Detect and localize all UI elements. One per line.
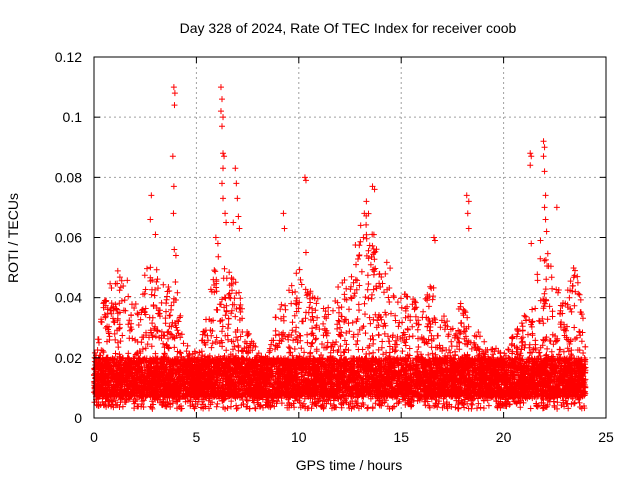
data-point [363, 198, 370, 205]
data-point [465, 198, 472, 205]
data-point [371, 186, 378, 193]
data-point [171, 102, 178, 109]
data-point [527, 150, 534, 157]
data-point [542, 192, 549, 199]
x-tick-label: 15 [393, 429, 409, 445]
data-point [361, 210, 368, 217]
data-point [302, 249, 309, 256]
data-point [212, 234, 219, 241]
data-point [217, 84, 224, 91]
data-point [232, 165, 239, 172]
data-point [219, 96, 225, 103]
data-point [280, 210, 287, 217]
data-point [234, 195, 241, 202]
data-point [220, 150, 227, 157]
data-point [235, 213, 242, 220]
y-tick-label: 0.04 [55, 290, 82, 306]
data-point [221, 153, 228, 160]
data-point [540, 138, 547, 145]
x-tick-label: 5 [193, 429, 201, 445]
data-point [537, 237, 544, 244]
data-point-cloud [91, 210, 589, 412]
data-point [540, 153, 547, 160]
data-point [214, 240, 221, 247]
data-point [169, 153, 176, 160]
tick-labels: 0 5 10 15 20 25 0 0.02 0.04 0.06 0.08 0.1 0.12 [55, 49, 614, 445]
x-tick-label: 20 [496, 429, 512, 445]
data-point [430, 234, 437, 241]
y-tick-label: 0 [74, 410, 82, 426]
data-point [222, 210, 229, 217]
data-point [170, 183, 177, 190]
data-point [171, 90, 178, 97]
data-point [302, 177, 309, 184]
x-tick-label: 10 [291, 429, 307, 445]
data-point [220, 114, 227, 121]
y-tick-label: 0.02 [55, 350, 82, 366]
data-point [553, 204, 560, 211]
data-point [527, 162, 534, 169]
data-point [281, 225, 288, 232]
y-tick-label: 0.12 [55, 49, 82, 65]
y-tick-label: 0.08 [55, 169, 82, 185]
data-point [148, 192, 155, 199]
data-point [541, 144, 548, 151]
data-point [463, 192, 470, 199]
chart-title: Day 328 of 2024, Rate Of TEC Index for r… [180, 20, 517, 36]
data-point [542, 216, 549, 223]
data-point [528, 240, 535, 247]
data-point [152, 231, 159, 238]
y-tick-label: 0.06 [55, 230, 82, 246]
axis-ticks [93, 56, 607, 419]
data-point [236, 225, 243, 232]
data-point [465, 225, 472, 232]
data-point [217, 108, 224, 115]
data-points [91, 84, 589, 412]
data-point [220, 195, 227, 202]
y-axis-label: ROTI / TECUs [5, 193, 21, 283]
data-point [219, 180, 225, 187]
data-point [541, 204, 548, 211]
x-tick-label: 0 [90, 429, 98, 445]
data-point [541, 168, 548, 175]
data-point [172, 252, 179, 259]
data-point [528, 153, 535, 160]
data-point [220, 165, 227, 172]
data-point [543, 228, 550, 235]
data-point [431, 237, 438, 244]
y-tick-label: 0.1 [63, 109, 83, 125]
x-axis-label: GPS time / hours [296, 457, 403, 473]
x-tick-label: 25 [598, 429, 614, 445]
data-point [170, 210, 177, 217]
data-point [171, 246, 178, 253]
data-point [223, 219, 230, 226]
data-point [233, 180, 240, 187]
data-point [301, 174, 308, 181]
data-point [230, 219, 237, 226]
data-point [369, 183, 376, 190]
data-point [170, 84, 177, 91]
data-point [464, 210, 471, 217]
data-point [147, 216, 154, 223]
data-point [219, 123, 225, 130]
